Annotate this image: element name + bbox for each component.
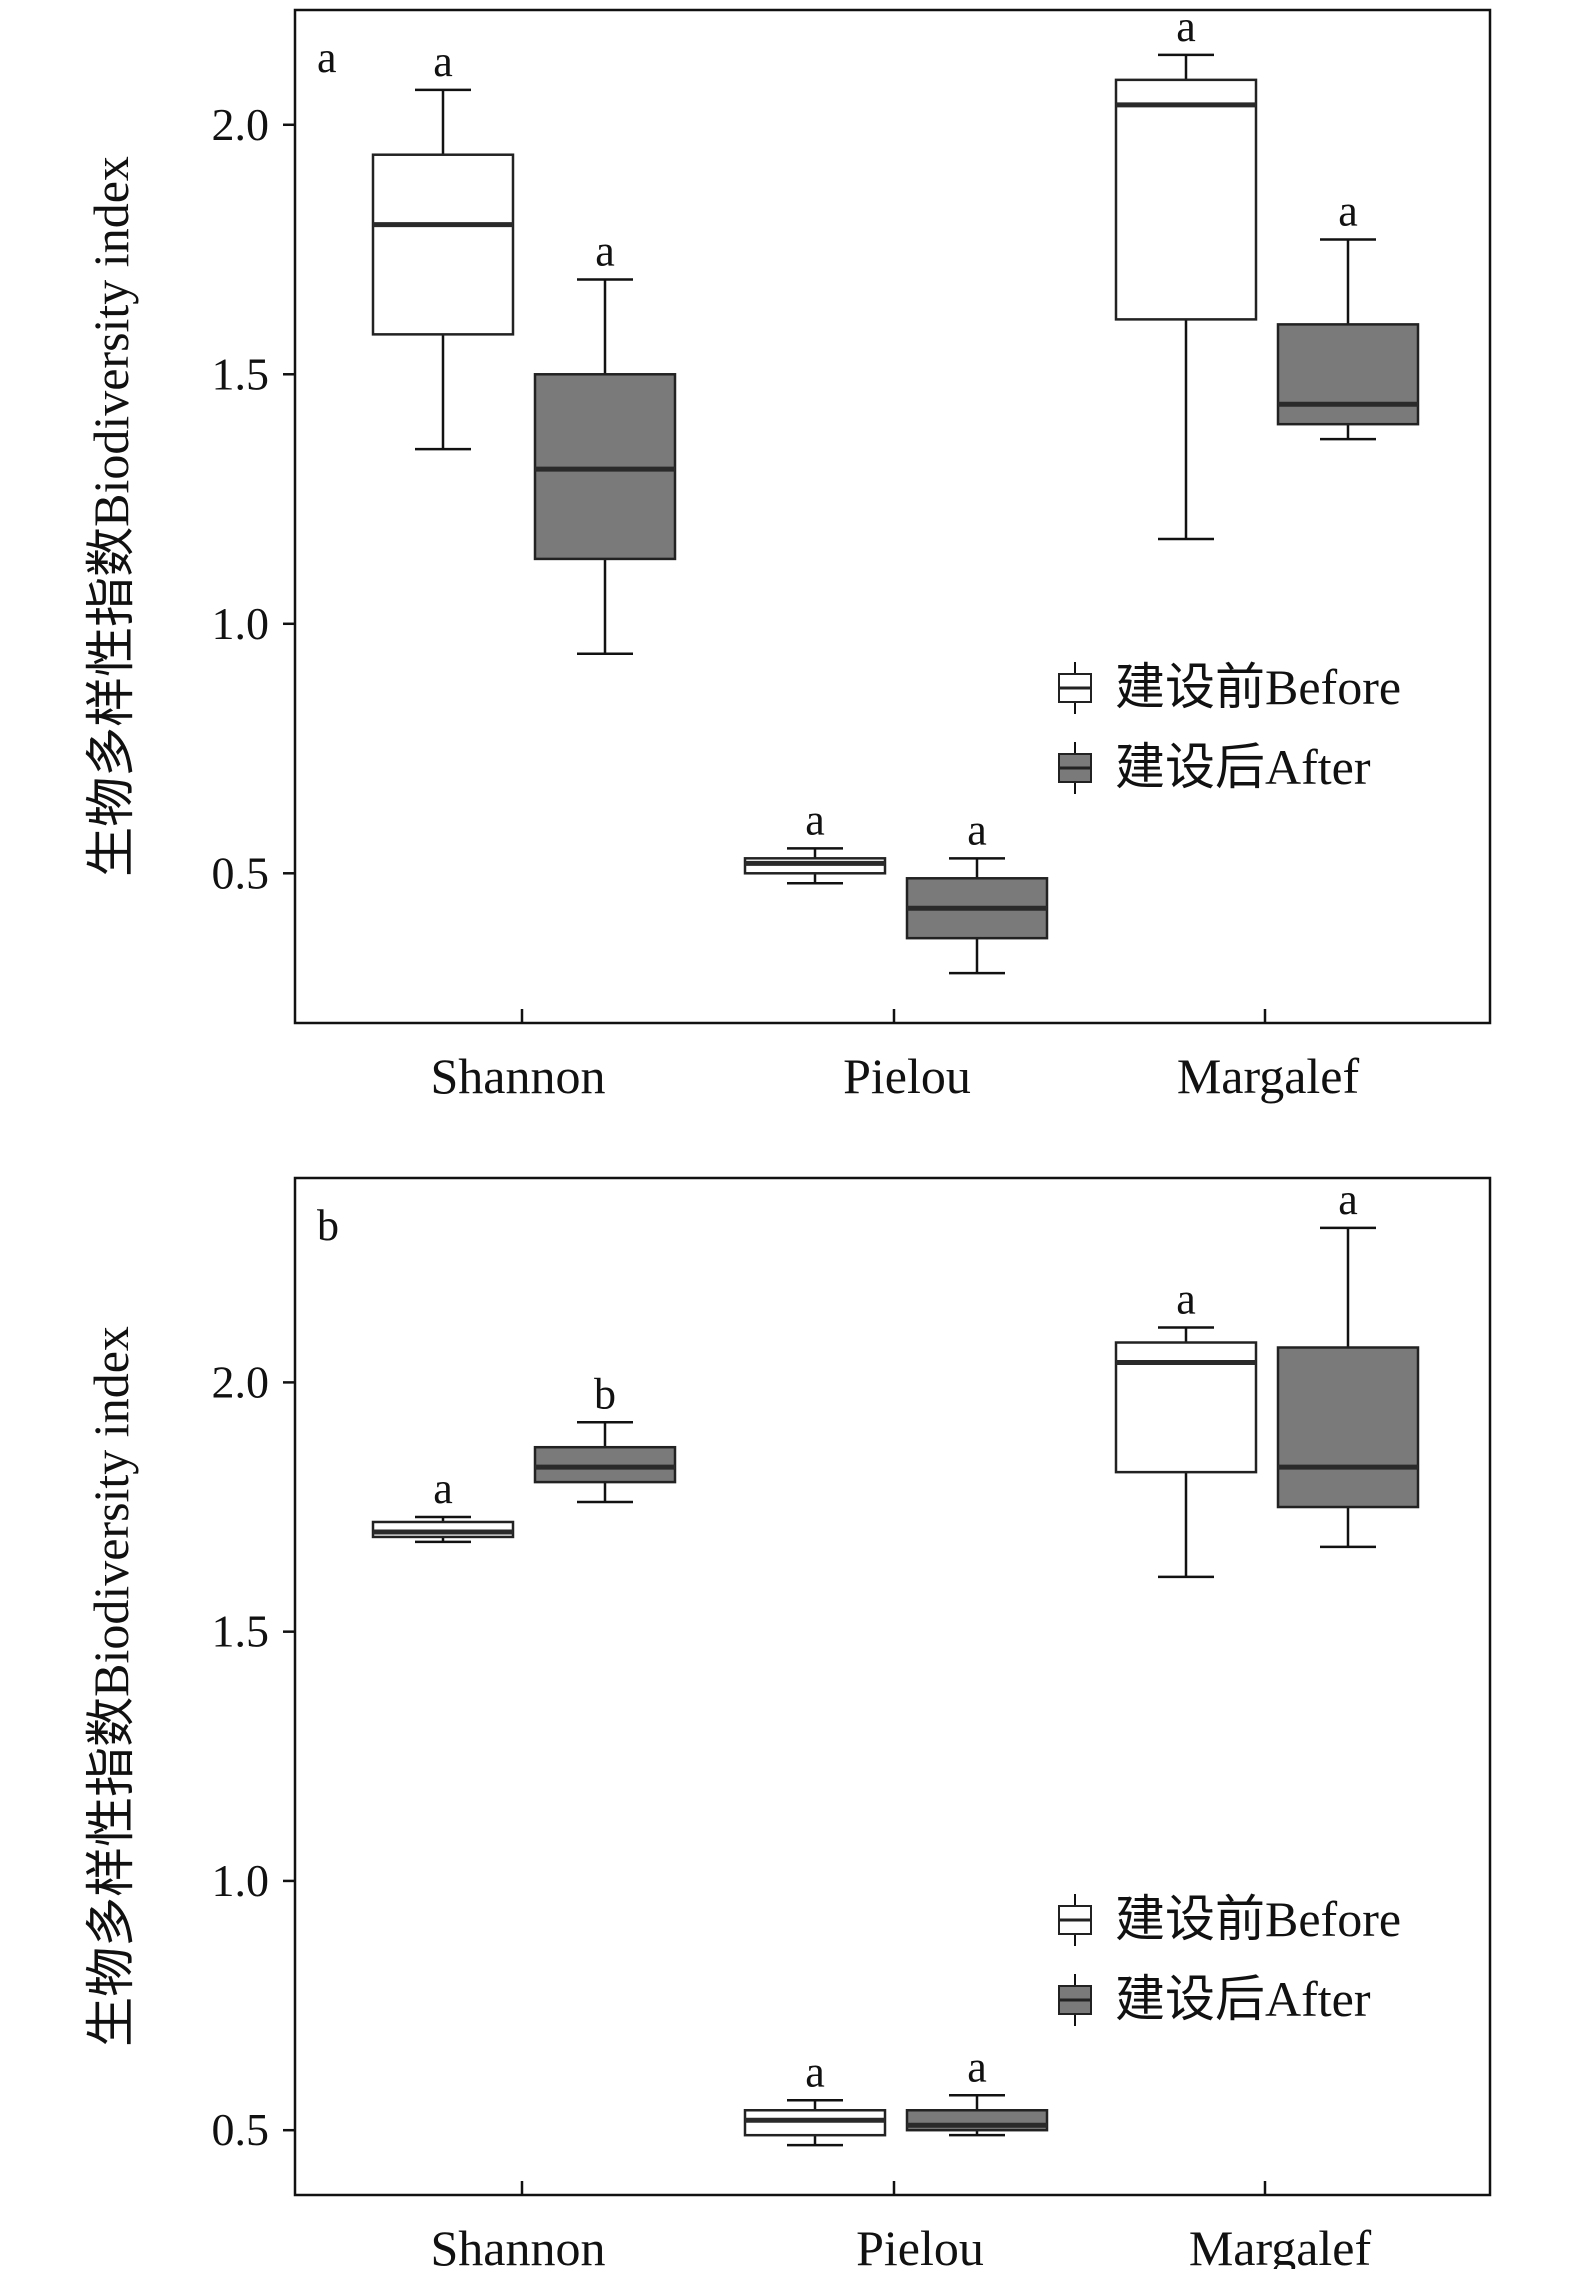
significance-label: a (1176, 2, 1196, 51)
box-shannon-before: a (371, 1464, 515, 1544)
x-tick-label: Shannon (431, 2220, 606, 2269)
y-axis-title: 生物多样性指数Biodiversity index (83, 1326, 139, 2047)
panel-label: b (317, 1201, 339, 1250)
box-shannon-after: a (533, 226, 677, 655)
significance-label: a (1338, 1175, 1358, 1224)
y-tick-label: 0.5 (212, 2104, 270, 2155)
y-tick-label: 1.0 (212, 598, 270, 649)
significance-label: a (1338, 187, 1358, 236)
panel-label: a (317, 33, 337, 82)
plot-frame (293, 8, 1492, 1025)
box-pielou-after: a (905, 2042, 1049, 2137)
significance-label: a (1176, 1275, 1196, 1324)
chart-panel-a: a 0.5 1.0 1.5 2.0 Shannon Pielou Margalef 生物多样性指… (83, 2, 1492, 1104)
box-iqr (371, 153, 515, 336)
legend: 建设前Before 建设后After (1058, 659, 1401, 795)
significance-label: b (594, 1369, 616, 1418)
box-margalef-after: a (1276, 1175, 1420, 1549)
box-margalef-before: a (1114, 1275, 1258, 1579)
box-shannon-before: a (371, 37, 515, 451)
y-tick-label: 2.0 (212, 99, 270, 150)
box-margalef-before: a (1114, 2, 1258, 541)
plot-frame (293, 1176, 1492, 2197)
x-tick-label: Shannon (431, 1048, 606, 1104)
y-axis-title: 生物多样性指数Biodiversity index (83, 156, 139, 877)
significance-label: a (595, 226, 615, 275)
x-tick-label: Margalef (1189, 2220, 1372, 2269)
y-tick-label: 1.0 (212, 1855, 270, 1906)
significance-label: a (433, 1464, 453, 1513)
y-tick-label: 1.5 (212, 1606, 270, 1657)
legend-label: 建设前Before (1115, 659, 1401, 715)
legend-label: 建设前Before (1115, 1891, 1401, 1947)
significance-label: a (805, 795, 825, 844)
box-iqr (1276, 1346, 1420, 1509)
significance-label: a (433, 37, 453, 86)
y-tick-label: 0.5 (212, 847, 270, 898)
box-pielou-before: a (743, 2047, 887, 2147)
y-tick-label: 1.5 (212, 348, 270, 399)
legend-label: 建设后After (1115, 1971, 1371, 2027)
box-pielou-after: a (905, 805, 1049, 975)
significance-label: a (805, 2047, 825, 2096)
y-tick-label: 2.0 (212, 1356, 270, 1407)
significance-label: a (967, 2042, 987, 2091)
box-shannon-after: b (533, 1369, 677, 1504)
chart-panel-b: b 0.5 1.0 1.5 2.0 Shannon Pielou Margalef 生物多样性指… (83, 1175, 1492, 2269)
box-iqr (1114, 78, 1258, 321)
legend: 建设前Before 建设后After (1058, 1891, 1401, 2027)
x-tick-label: Pielou (843, 1048, 971, 1104)
x-tick-label: Margalef (1177, 1048, 1360, 1104)
significance-label: a (967, 805, 987, 854)
legend-label: 建设后After (1115, 739, 1371, 795)
box-pielou-before: a (743, 795, 887, 885)
box-margalef-after: a (1276, 187, 1420, 441)
box-iqr (1276, 323, 1420, 426)
x-tick-label: Pielou (856, 2220, 984, 2269)
